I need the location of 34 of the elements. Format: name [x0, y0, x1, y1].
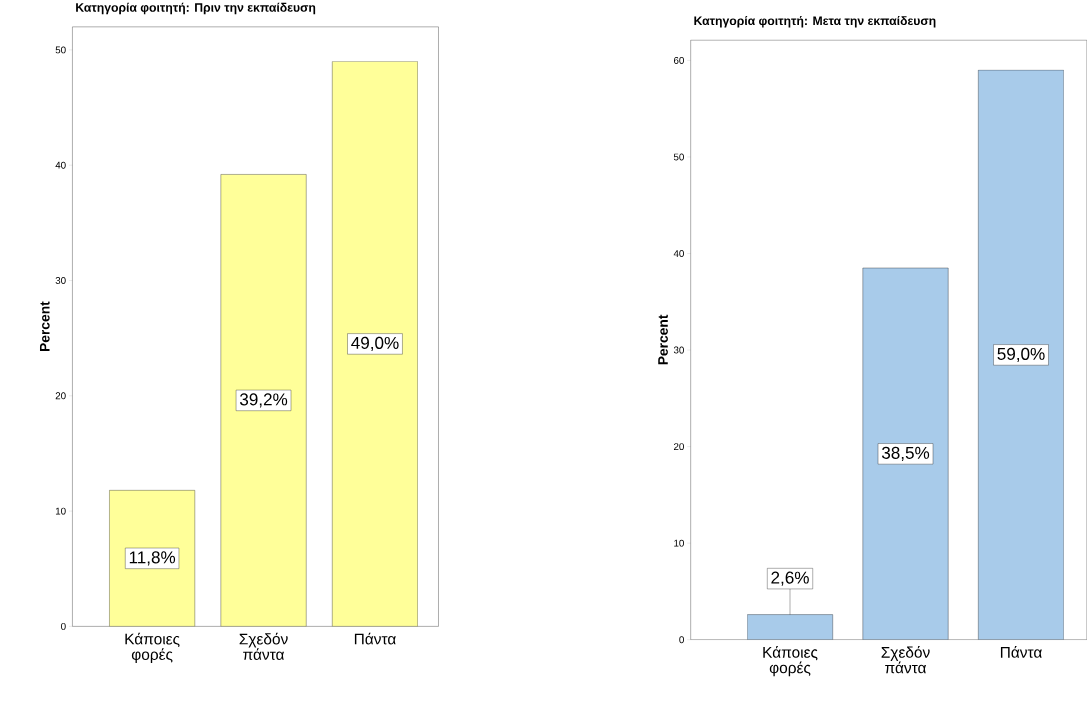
y-axis-title: Percent [39, 301, 50, 351]
chart-title: Κατηγορία φοιτητή: Μετα την εκπαίδευση [694, 15, 936, 28]
y-tick-label: 0 [679, 636, 684, 644]
bar [862, 267, 949, 640]
bar [109, 490, 195, 627]
y-tick-label: 40 [673, 249, 684, 257]
y-tick-label: 30 [55, 276, 66, 284]
y-axis-title: Percent [658, 314, 668, 365]
y-tick-label: 20 [673, 443, 684, 450]
y-tick-label: 60 [673, 56, 684, 64]
y-tick-label: 50 [55, 46, 66, 54]
y-tick-label: 10 [674, 539, 684, 547]
y-tick-label: 30 [673, 346, 684, 354]
y-tick-label: 40 [55, 161, 66, 169]
x-tick-label: Σχεδόν πάντα [239, 632, 288, 660]
x-tick-label: Σχεδόν πάντα [881, 645, 930, 674]
bar [332, 61, 418, 627]
data-label: 39,2% [239, 393, 288, 408]
y-tick-label: 0 [61, 622, 66, 630]
x-tick-label: Κάποιες φορές [125, 632, 180, 663]
x-tick-label: Πάντα [1000, 645, 1042, 658]
bar [220, 174, 307, 627]
data-label: 2,6% [771, 571, 809, 586]
y-tick-label: 50 [673, 153, 684, 161]
chart-title: Κατηγορία φοιτητή: Πριν την εκπαίδευση [76, 2, 316, 15]
data-label: 38,5% [881, 446, 930, 461]
bar [978, 69, 1064, 640]
data-label: 59,0% [997, 347, 1045, 362]
x-tick-label: Κάποιες φορές [763, 645, 818, 677]
data-label: 11,8% [129, 551, 176, 566]
y-tick-label: 20 [55, 392, 66, 400]
y-tick-label: 10 [55, 507, 66, 515]
data-label: 49,0% [351, 336, 399, 351]
x-tick-label: Πάντα [354, 632, 396, 645]
